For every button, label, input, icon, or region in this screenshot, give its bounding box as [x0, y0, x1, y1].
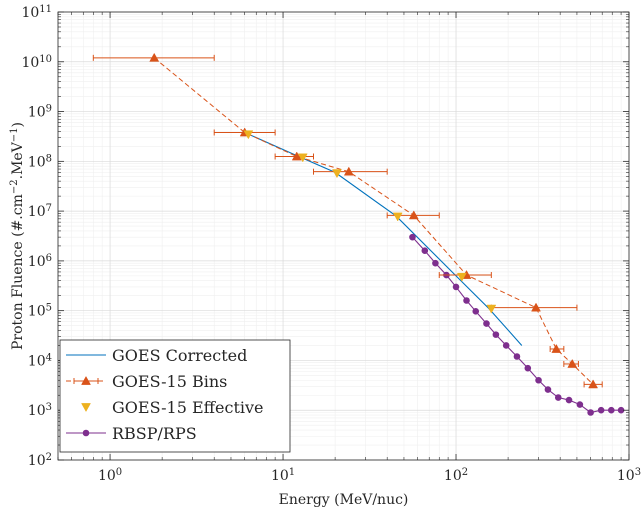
y-axis-label-part: ) [10, 122, 26, 127]
legend-label: GOES-15 Effective [112, 398, 264, 417]
data-point [531, 302, 541, 312]
y-axis-label-part: .MeV [10, 141, 26, 179]
data-point [432, 259, 439, 267]
series-line [153, 57, 594, 385]
y-tick-label: 1011 [21, 4, 52, 22]
legend: GOES Corrected GOES-15 Bins GOES-15 Effect… [59, 339, 291, 453]
data-point [588, 379, 599, 389]
data-point [483, 320, 490, 327]
x-tick-label: 101 [271, 467, 295, 485]
data-point [597, 406, 605, 414]
data-point [535, 376, 542, 384]
y-tick-label: 103 [28, 402, 52, 420]
data-point [524, 364, 532, 372]
y-tick-label: 104 [28, 352, 52, 370]
tick-marks [57, 11, 630, 461]
legend-entry: GOES-15 Bins [66, 372, 227, 391]
data-point [587, 409, 594, 416]
x-tick-label: 102 [444, 467, 468, 485]
minor-grid [57, 12, 629, 460]
series-rbsp-rps [409, 233, 625, 416]
x-tick-labels: 100 101 102 103 [98, 467, 641, 485]
data-point [502, 342, 510, 349]
data-point [243, 130, 254, 140]
y-tick-labels: 102 103 104 105 106 107 108 109 1010 1011 [21, 4, 52, 470]
series-layer [92, 52, 625, 416]
data-point [291, 151, 302, 161]
data-point [456, 272, 467, 282]
legend-marker [81, 375, 91, 385]
legend-label: GOES-15 Bins [112, 372, 227, 391]
y-axis-label-sup: −2 [9, 179, 20, 194]
data-point [472, 308, 480, 315]
legend-entry: GOES Corrected [66, 346, 247, 365]
data-point [551, 343, 562, 353]
data-point [513, 353, 521, 360]
y-axis-label-part: Proton Fluence (#.cm [10, 194, 26, 350]
x-tick-label: 100 [98, 467, 122, 485]
legend-label: GOES Corrected [112, 346, 247, 365]
data-point [149, 52, 160, 62]
data-point [421, 247, 429, 255]
data-point [408, 210, 419, 220]
data-point [565, 396, 573, 404]
data-point [392, 212, 403, 222]
data-point [544, 386, 552, 393]
x-axis-label: Energy (MeV/nuc) [279, 492, 409, 508]
legend-marker [82, 429, 90, 437]
y-axis-label-sup: −1 [9, 127, 20, 142]
series-goes15-effective [243, 130, 497, 314]
legend-entry: RBSP/RPS [66, 424, 197, 443]
data-point [576, 401, 584, 408]
y-tick-label: 102 [28, 452, 52, 470]
y-tick-label: 108 [28, 153, 52, 171]
data-point [486, 304, 497, 314]
y-tick-label: 107 [28, 203, 52, 221]
y-tick-label: 106 [28, 252, 52, 270]
data-point [297, 153, 308, 163]
y-tick-label: 105 [28, 302, 52, 320]
data-point [567, 358, 578, 368]
data-point [332, 169, 342, 179]
data-point [343, 166, 354, 176]
data-point [409, 233, 416, 241]
y-axis-label: Proton Fluence (#.cm−2.MeV−1) [9, 122, 27, 350]
data-point [554, 394, 562, 401]
legend-label: RBSP/RPS [112, 424, 197, 443]
legend-marker [81, 403, 91, 413]
data-point [607, 406, 615, 414]
data-point [463, 297, 470, 304]
data-point [492, 331, 500, 338]
data-point [452, 283, 460, 291]
y-tick-label: 1010 [21, 53, 52, 71]
legend-entry: GOES-15 Effective [81, 398, 264, 417]
y-tick-label: 109 [28, 103, 52, 121]
plot-frame [57, 11, 630, 461]
x-tick-label: 103 [617, 467, 641, 485]
